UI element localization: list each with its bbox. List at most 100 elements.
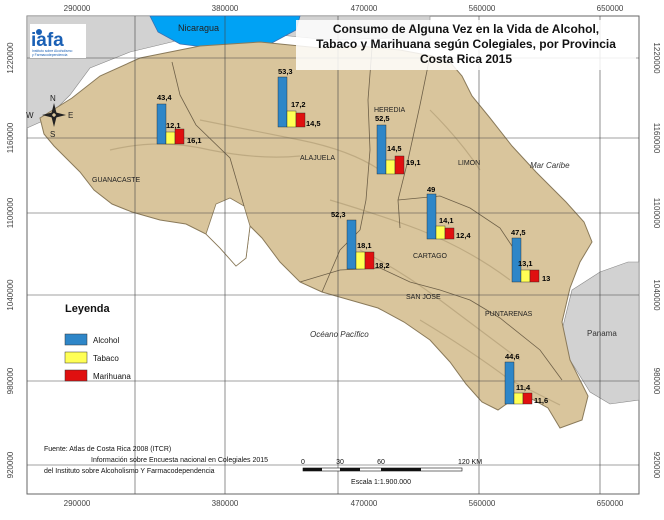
grid-y-label-right: 980000: [652, 368, 661, 395]
grid-x-label-top: 650000: [597, 4, 624, 13]
value-label-tabaco: 13,1: [518, 259, 533, 268]
bar-alcohol: [426, 193, 437, 240]
grid-y-label-left: 920000: [6, 451, 15, 478]
grid-x-label-top: 290000: [64, 4, 91, 13]
bars-san-jose: 52,3 18,1 18,2: [331, 210, 390, 270]
bar-tabaco: [520, 269, 531, 283]
map-title-line-3: Costa Rica 2015: [420, 52, 512, 66]
province-borders: [171, 47, 563, 381]
value-label-marihuana: 14,5: [306, 119, 321, 128]
grid-x-label-top: 560000: [469, 4, 496, 13]
title-box: [296, 20, 636, 70]
grid-y-label-left: 1040000: [6, 279, 15, 311]
value-label-marihuana: 18,2: [375, 261, 390, 270]
scale-bar: 0 30 60 120 KM Escala 1:1.900.000: [301, 459, 482, 486]
source-line-3: del Instituto sobre Alcoholismo Y Farmac…: [44, 468, 215, 475]
scale-tick-label: 30: [336, 459, 344, 466]
value-label-marihuana: 11,6: [534, 396, 548, 405]
bars-guanacaste: 43,4 12,1 16,1: [156, 93, 202, 145]
nicaragua-label: Nicaragua: [178, 23, 219, 33]
bars-alajuela: 53,3 17,2 14,5: [277, 67, 321, 128]
value-label-marihuana: 12,4: [456, 231, 471, 240]
value-label-alcohol: 52,3: [331, 210, 346, 219]
bar-alcohol: [346, 219, 357, 270]
source-line-2: Información sobre Encuesta nacional en C…: [91, 457, 268, 464]
grid-y-label-right: 1040000: [652, 279, 661, 311]
bar-alcohol: [511, 237, 522, 283]
bars-limon: 47,5 13,1 13: [511, 228, 550, 283]
grid-x-label-top: 470000: [351, 4, 378, 13]
value-label-marihuana: 13: [542, 274, 550, 283]
value-label-alcohol: 44,6: [505, 352, 520, 361]
grid-x-label-bottom: 290000: [64, 499, 91, 508]
bar-alcohol: [376, 124, 387, 175]
bars-heredia: 52,5 14,5 19,1: [375, 114, 421, 175]
grid-y-label-right: 1100000: [652, 198, 661, 229]
compass-rose: N S W E: [26, 94, 73, 139]
grid-x-label-bottom: 380000: [212, 499, 239, 508]
iafa-logo: iafa Instituto sobre Alcoholismo y Farma…: [30, 24, 86, 58]
compass-s: S: [50, 130, 55, 139]
bar-tabaco: [165, 131, 176, 145]
legend-swatch-tabaco: [64, 351, 88, 364]
grid-x-label-bottom: 650000: [597, 499, 624, 508]
province-label-guanacaste: GUANACASTE: [92, 177, 141, 184]
province-label-cartago: CARTAGO: [413, 253, 448, 260]
value-label-alcohol: 43,4: [157, 93, 172, 102]
grid-y-label-right: 1160000: [652, 123, 661, 154]
grid-x-label-bottom: 560000: [469, 499, 496, 508]
compass-e: E: [68, 111, 73, 120]
compass-w: W: [26, 111, 34, 120]
value-label-tabaco: 14,5: [387, 144, 402, 153]
bar-tabaco: [513, 392, 524, 405]
bar-marihuana: [364, 251, 375, 270]
logo-text: iafa: [31, 30, 64, 51]
province-label-limon: LIMON: [458, 160, 480, 167]
bar-marihuana: [529, 269, 540, 283]
oceano-pacifico-label: Océano Pacífico: [310, 330, 369, 339]
grid-y-label-left: 1160000: [6, 122, 15, 153]
nicoya-gulf: [205, 197, 251, 267]
value-label-tabaco: 11,4: [516, 383, 531, 392]
source-line-1: Fuente: Atlas de Costa Rica 2008 (ITCR): [44, 446, 171, 453]
legend-label-tabaco: Tabaco: [93, 354, 119, 363]
mar-caribe-label: Mar Caribe: [530, 161, 570, 170]
bar-tabaco: [435, 225, 446, 240]
compass-n: N: [50, 94, 56, 103]
legend-label-marihuana: Marihuana: [93, 372, 131, 381]
bar-marihuana: [174, 128, 185, 145]
value-label-marihuana: 19,1: [406, 158, 421, 167]
province-label-san-jose: SAN JOSE: [406, 294, 441, 301]
bar-alcohol: [277, 76, 288, 128]
legend-swatch-marihuana: [64, 369, 88, 382]
logo-subtitle-line-2: y Farmacodependencia: [32, 53, 68, 57]
bar-alcohol: [504, 361, 515, 405]
scale-caption: Escala 1:1.900.000: [351, 479, 411, 486]
logo-subtitle-line-1: Instituto sobre Alcoholismo: [32, 49, 72, 53]
bar-tabaco: [355, 251, 366, 270]
grid-x-label-top: 380000: [212, 4, 239, 13]
value-label-alcohol: 53,3: [278, 67, 293, 76]
scale-tick-label: 0: [301, 459, 305, 466]
grid-y-label-left: 1100000: [6, 197, 15, 228]
legend: Leyenda Alcohol Tabaco Marihuana: [64, 303, 131, 382]
value-label-tabaco: 12,1: [166, 121, 181, 130]
bars-cartago: 49 14,1 12,4: [426, 185, 471, 240]
province-label-heredia: HEREDIA: [374, 107, 405, 114]
grid-y-label-right: 1220000: [652, 42, 661, 74]
bar-marihuana: [522, 392, 533, 405]
map-title-line-1: Consumo de Alguna Vez en la Vida de Alco…: [333, 22, 599, 36]
bar-marihuana: [444, 227, 455, 240]
province-label-alajuela: ALAJUELA: [300, 155, 335, 162]
value-label-alcohol: 49: [427, 185, 435, 194]
value-label-alcohol: 52,5: [375, 114, 390, 123]
legend-label-alcohol: Alcohol: [93, 336, 119, 345]
scale-tick-label: 60: [377, 459, 385, 466]
legend-title: Leyenda: [65, 303, 111, 315]
scale-tick-label: 120 KM: [458, 459, 482, 466]
value-label-tabaco: 17,2: [291, 100, 306, 109]
grid-y-label-left: 980000: [6, 367, 15, 394]
value-label-marihuana: 16,1: [187, 136, 202, 145]
bars-puntarenas: 44,6 11,4 11,6: [504, 352, 548, 405]
